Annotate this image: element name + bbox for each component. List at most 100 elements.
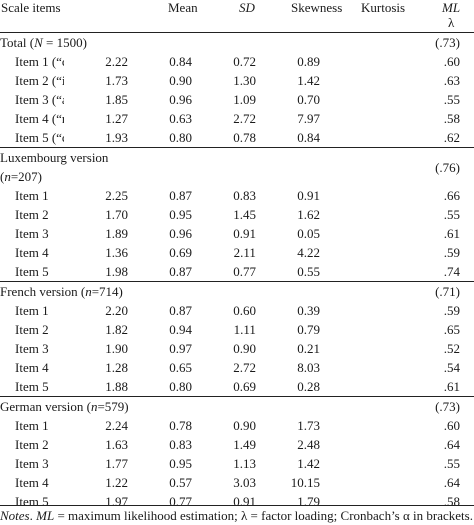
ml-loading-value: .74	[443, 264, 460, 279]
skewness-value: 1.11	[233, 322, 256, 337]
mean-value: 1.82	[105, 322, 128, 337]
sd-value: 0.96	[169, 226, 192, 241]
kurtosis-value: 0.55	[297, 264, 320, 279]
table-row: Item 2 1.63 0.83 1.49 2.48 .64	[0, 435, 474, 454]
item-label: Item 2	[15, 207, 49, 222]
sd-value: 0.87	[169, 188, 192, 203]
kurtosis-value: 1.42	[297, 73, 320, 88]
section-label-n: (n=207)	[0, 167, 320, 186]
table-row: Item 5 1.98 0.87 0.77 0.55 .74	[0, 262, 474, 282]
section-label-prefix: Total (	[0, 35, 35, 50]
kurtosis-value: 8.03	[297, 360, 320, 375]
sd-value: 0.69	[169, 245, 192, 260]
item-label: Item 5	[15, 264, 49, 279]
ml-loading-value: .66	[443, 188, 460, 203]
table-row: Item 4 1.28 0.65 2.72 8.03 .54	[0, 358, 474, 377]
col-header-lambda: λ	[448, 15, 455, 30]
skewness-value: 3.03	[233, 475, 256, 490]
table-row: Item 2 1.70 0.95 1.45 1.62 .55	[0, 205, 474, 224]
section-label: French version (n=714)	[0, 281, 320, 301]
skewness-value: 2.11	[233, 245, 256, 260]
mean-value: 2.25	[105, 188, 128, 203]
section-label-suffix: =579)	[97, 399, 129, 414]
section-label-prefix: French version (	[0, 284, 86, 299]
item-label: Item 1	[15, 303, 49, 318]
skewness-value: 0.72	[233, 54, 256, 69]
ml-loading-value: .62	[443, 130, 460, 145]
section-alpha: (.73)	[319, 396, 474, 416]
sd-value: 0.90	[169, 73, 192, 88]
skewness-value: 0.90	[233, 341, 256, 356]
item-label: Item 3	[15, 456, 49, 471]
item-label: Item 2	[15, 322, 49, 337]
ml-loading-value: .60	[443, 54, 460, 69]
skewness-value: 0.91	[233, 226, 256, 241]
sd-value: 0.87	[169, 303, 192, 318]
mean-value: 1.85	[105, 92, 128, 107]
table-row: Item 1 (“criticized”) 2.22 0.84 0.72 0.89 .60	[0, 52, 474, 71]
table-row: Item 4 1.22 0.57 3.03 10.15 .64	[0, 473, 474, 492]
kurtosis-value: 0.84	[297, 130, 320, 145]
table-note: Notes. ML = maximum likelihood estimatio…	[0, 505, 474, 525]
section-alpha: (.73)	[435, 35, 460, 50]
table-row: Item 1 2.24 0.78 0.90 1.73 .60	[0, 416, 474, 435]
col-header-kurtosis: Kurtosis	[361, 0, 406, 15]
section-header-row: German version (n=579) (.73)	[0, 396, 474, 416]
mean-value: 1.73	[105, 73, 128, 88]
section-label-prefix: (	[0, 169, 5, 184]
section-label-n-symbol: n	[85, 284, 92, 299]
mean-value: 2.20	[105, 303, 128, 318]
skewness-value: 1.45	[233, 207, 256, 222]
mean-value: 2.24	[105, 418, 128, 433]
section-header-row: Luxembourg version (n=207) (.76)	[0, 147, 474, 186]
item-label: Item 1	[15, 418, 49, 433]
item-label: Item 4	[15, 475, 49, 490]
item-label: Item 4	[15, 245, 49, 260]
skewness-value: 1.49	[233, 437, 256, 452]
table-row: Item 1 2.20 0.87 0.60 0.39 .59	[0, 301, 474, 320]
table-row: Item 3 1.77 0.95 1.13 1.42 .55	[0, 454, 474, 473]
section-label-n: German version (n=579)	[0, 399, 129, 414]
section-label-suffix: =714)	[91, 284, 123, 299]
kurtosis-value: 0.05	[297, 226, 320, 241]
skewness-value: 0.83	[233, 188, 256, 203]
item-label: Item 5	[15, 379, 49, 394]
col-header-mean: Mean	[168, 0, 198, 15]
sd-value: 0.95	[169, 207, 192, 222]
ml-loading-value: .52	[443, 341, 460, 356]
kurtosis-value: 1.73	[297, 418, 320, 433]
section-label-n-symbol: n	[4, 169, 11, 184]
item-label: Item 3	[15, 341, 49, 356]
kurtosis-value: 0.21	[297, 341, 320, 356]
item-label: Item 4 (“ridiculed”)	[15, 111, 64, 126]
section-header-row: Total (N = 1500) (.73)	[0, 33, 474, 52]
kurtosis-value: 0.39	[297, 303, 320, 318]
section-label: Total (N = 1500)	[0, 33, 320, 52]
section-label: German version (n=579)	[0, 396, 320, 416]
sd-value: 0.94	[169, 322, 192, 337]
skewness-value: 1.09	[233, 92, 256, 107]
table-header: Scale items Mean SD Skewness Kurtosis ML…	[0, 0, 474, 32]
table-row: Item 1 2.25 0.87 0.83 0.91 .66	[0, 186, 474, 205]
mean-value: 1.27	[105, 111, 128, 126]
sd-value: 0.83	[169, 437, 192, 452]
ml-loading-value: .55	[443, 456, 460, 471]
section-label: Luxembourg version (n=207)	[0, 147, 320, 186]
section-label-suffix: =207)	[10, 169, 43, 184]
mean-value: 1.28	[105, 360, 128, 375]
item-label: Item 1	[15, 188, 49, 203]
mean-value: 1.77	[105, 456, 128, 471]
section-label-n-symbol: N	[34, 35, 43, 50]
ml-loading-value: .64	[443, 437, 460, 452]
note-ml-label: ML	[36, 508, 55, 523]
section-label-prefix: German version (	[0, 399, 91, 414]
table-row: Item 3 (“absurd duties”) 1.85 0.96 1.09 0.70…	[0, 90, 474, 109]
mean-value: 1.90	[105, 341, 128, 356]
mean-value: 1.88	[105, 379, 128, 394]
kurtosis-value: 7.97	[297, 111, 320, 126]
ml-loading-value: .59	[443, 245, 460, 260]
section-header-row: French version (n=714) (.71)	[0, 281, 474, 301]
sd-value: 0.80	[169, 130, 192, 145]
ml-loading-value: .59	[443, 303, 460, 318]
ml-loading-value: .65	[443, 322, 460, 337]
